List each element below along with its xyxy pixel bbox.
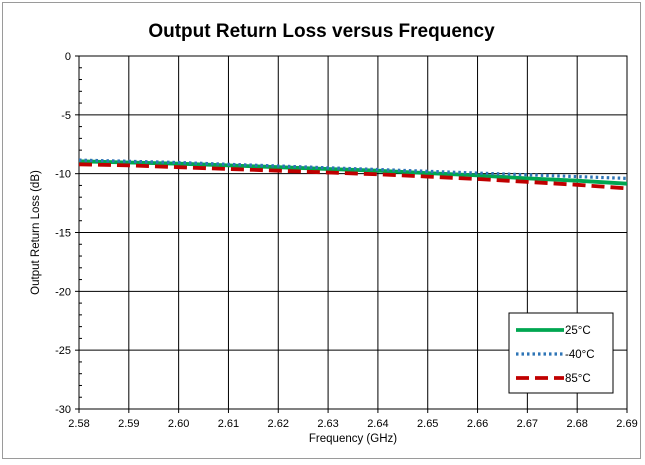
- y-tick-label: -15: [55, 228, 71, 240]
- chart-title: Output Return Loss versus Frequency: [148, 21, 495, 42]
- y-tick-label: 0: [65, 51, 71, 63]
- x-tick-label: 2.60: [168, 418, 189, 430]
- x-tick-label: 2.64: [367, 418, 388, 430]
- series-line-0: [78, 159, 628, 186]
- x-tick-label: 2.66: [467, 418, 488, 430]
- x-tick-label: 2.61: [218, 418, 239, 430]
- x-tick-label: 2.68: [566, 418, 587, 430]
- series-line-1: [78, 158, 628, 180]
- legend-label-2: 85°C: [565, 373, 591, 385]
- legend-label-0: 25°C: [565, 325, 591, 337]
- y-tick-label: -25: [55, 345, 71, 357]
- legend: 25°C -40°C 85°C: [508, 312, 614, 394]
- x-tick-label: 2.58: [68, 418, 89, 430]
- series-line-2: [78, 162, 628, 191]
- y-tick-label: -20: [55, 286, 71, 298]
- x-tick-label: 2.63: [317, 418, 338, 430]
- x-tick-label: 2.62: [268, 418, 289, 430]
- y-tick-label: -30: [55, 404, 71, 416]
- y-tick-label: -10: [55, 169, 71, 181]
- chart-plot: 2.58 2.59 2.60 2.61 2.62 2.63 2.64 2.65 2.66 2.67…: [30, 51, 638, 445]
- y-axis-label: Output Return Loss (dB): [30, 170, 42, 295]
- x-axis-label: Frequency (GHz): [309, 433, 397, 445]
- x-tick-label: 2.59: [118, 418, 139, 430]
- legend-label-1: -40°C: [565, 349, 595, 361]
- x-tick-label: 2.65: [417, 418, 438, 430]
- x-tick-label: 2.67: [517, 418, 538, 430]
- y-tick-label: -5: [61, 110, 71, 122]
- x-tick-label: 2.69: [616, 418, 637, 430]
- chart-figure: Output Return Loss versus Frequency 2.58…: [2, 2, 641, 459]
